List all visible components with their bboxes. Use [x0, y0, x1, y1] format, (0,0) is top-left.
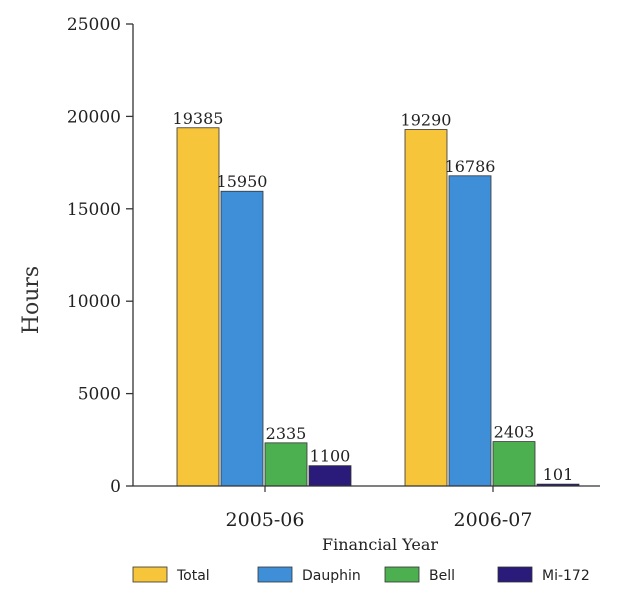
y-tick-label: 20000 [67, 107, 121, 127]
x-axis: 2005-06 2006-07 [133, 485, 600, 531]
legend-label: Total [176, 568, 210, 584]
bar-bell-2005-06 [264, 442, 308, 487]
bar-total-2005-06 [176, 127, 220, 487]
bars [176, 127, 580, 487]
data-label: 15950 [217, 172, 268, 191]
legend-item: Bell [384, 566, 455, 584]
y-axis: 0 5000 10000 15000 20000 25000 [67, 15, 134, 497]
x-tick-label: 2006-07 [454, 509, 533, 531]
legend-swatch [257, 566, 293, 583]
data-label: 19385 [173, 109, 224, 128]
legend-label: Dauphin [302, 568, 361, 584]
data-label: 16786 [445, 157, 496, 176]
legend-label: Bell [429, 568, 455, 584]
data-label: 1100 [310, 447, 351, 466]
x-axis-title: Financial Year [322, 535, 438, 554]
bar-mi-172-2005-06 [308, 465, 352, 487]
legend-label: Mi-172 [542, 568, 590, 584]
bar-bell-2006-07 [492, 441, 536, 487]
y-tick-label: 0 [110, 477, 121, 497]
bar-dauphin-2005-06 [220, 190, 264, 487]
y-tick-label: 10000 [67, 292, 121, 312]
data-label: 2403 [494, 423, 535, 442]
y-tick-label: 5000 [78, 385, 121, 405]
legend-swatch [497, 566, 533, 583]
legend-item: Total [132, 566, 210, 584]
legend-item: Dauphin [257, 566, 361, 584]
data-label: 2335 [266, 424, 307, 443]
x-tick-label: 2005-06 [226, 509, 305, 531]
data-label: 101 [543, 465, 574, 484]
legend-swatch [132, 566, 168, 583]
legend: Total Dauphin Bell Mi-172 [132, 566, 590, 584]
data-label: 19290 [401, 111, 452, 130]
y-axis-title: Hours [19, 266, 44, 334]
y-tick-label: 25000 [67, 15, 121, 35]
legend-item: Mi-172 [497, 566, 590, 584]
bar-dauphin-2006-07 [448, 175, 492, 487]
bar-total-2006-07 [404, 129, 448, 487]
legend-swatch [384, 566, 420, 583]
y-tick-label: 15000 [67, 200, 121, 220]
